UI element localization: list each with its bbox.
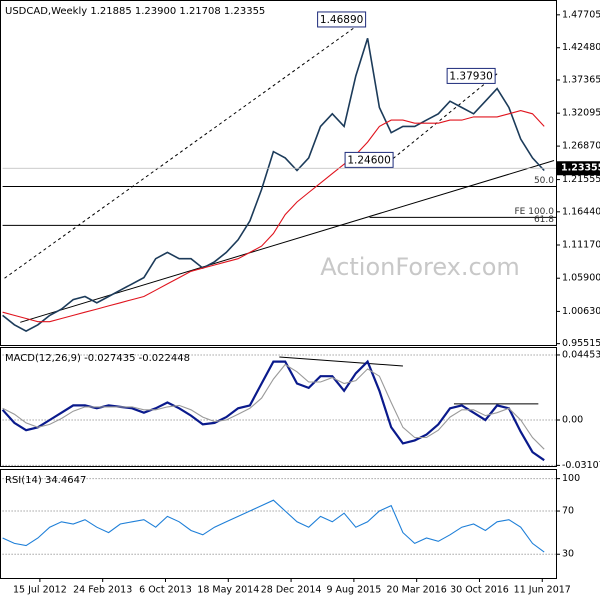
y-tick-label: 1.37365: [562, 74, 600, 85]
x-tick-label: 24 Feb 2013: [73, 585, 132, 596]
trendline: [392, 73, 498, 159]
x-tick-label: 15 Jul 2012: [13, 585, 67, 596]
panel-frame: [0, 347, 557, 467]
last-price-box: [557, 161, 600, 176]
y-tick-label: 1.26870: [562, 141, 600, 152]
level-label: FE 100.0: [515, 207, 555, 217]
y-tick-label: 100: [562, 473, 580, 484]
series-line: [2, 363, 545, 450]
series-line: [2, 499, 545, 553]
annotation-label: 1.46890: [320, 14, 363, 26]
y-tick-label: 1.00630: [562, 306, 600, 317]
y-tick-label: 0.95515: [562, 338, 600, 349]
annotation-label: 1.37930: [449, 70, 492, 82]
last-price-label: 1.23355: [561, 163, 600, 174]
y-tick-label: 0.00: [562, 414, 583, 425]
trendline: [279, 356, 403, 367]
x-tick-label: 11 Jun 2017: [514, 585, 571, 596]
level-label: 61.8: [534, 215, 554, 225]
y-tick-label: 1.16440: [562, 206, 600, 217]
y-tick-label: 1.47705: [562, 9, 600, 20]
y-tick-label: 70: [562, 506, 574, 517]
panel-title: RSI(14) 34.4647: [5, 475, 86, 486]
x-tick-label: 6 Oct 2013: [139, 585, 192, 596]
annotation-box: [344, 151, 394, 168]
annotation-box: [446, 67, 496, 84]
x-tick-label: 9 Aug 2015: [326, 585, 381, 596]
annotation-box: [317, 11, 367, 28]
panel-frame: [0, 0, 557, 346]
x-tick-label: 28 Dec 2014: [261, 585, 322, 596]
series-line: [2, 37, 545, 333]
x-tick-label: 20 Mar 2016: [387, 585, 447, 596]
trendline: [4, 20, 364, 279]
y-tick-label: 1.05900: [562, 273, 600, 284]
y-tick-label: -0.031072: [562, 460, 600, 471]
y-tick-label: 0.044534: [562, 349, 600, 360]
level-label: 50.0: [534, 176, 554, 186]
panel-title: MACD(12,26,9) -0.027435 -0.022448: [5, 353, 190, 364]
panel-title: USDCAD,Weekly 1.21885 1.23900 1.21708 1.…: [5, 6, 265, 17]
x-tick-label: 30 Oct 2016: [450, 585, 509, 596]
y-tick-label: 1.21555: [562, 174, 600, 185]
y-tick-label: 1.42480: [562, 42, 600, 53]
annotation-label: 1.24600: [347, 154, 390, 166]
panel-frame: [0, 469, 557, 579]
series-line: [2, 110, 545, 323]
y-tick-label: 1.11170: [562, 240, 600, 251]
x-tick-label: 18 May 2014: [197, 585, 259, 596]
watermark: ActionForex.com: [320, 253, 520, 281]
y-tick-label: 30: [562, 549, 574, 560]
y-tick-label: 1.32095: [562, 108, 600, 119]
